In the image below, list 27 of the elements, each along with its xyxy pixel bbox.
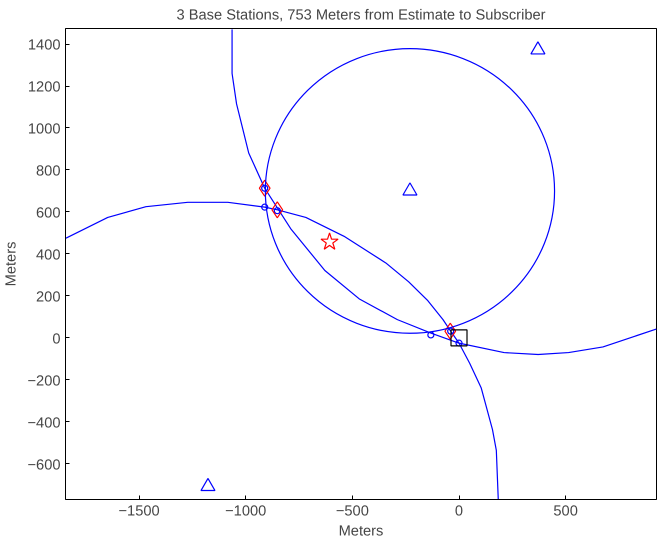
point: [320, 232, 339, 250]
x-tick-label: −1500: [118, 504, 160, 520]
y-tick-label: 200: [36, 289, 61, 306]
y-tick-label: −200: [27, 373, 61, 390]
y-tick-label: 1400: [28, 38, 61, 54]
point: [450, 329, 468, 346]
point: [427, 331, 434, 339]
y-tick-label: 800: [36, 163, 61, 180]
point: [258, 180, 271, 197]
x-tick-label: −500: [336, 504, 369, 520]
y-axis-title: Meters: [3, 242, 20, 286]
y-tick-label: 1000: [28, 121, 61, 138]
point: [261, 204, 268, 211]
y-tick-label: 600: [36, 205, 61, 222]
y-tick-label: −600: [27, 457, 61, 474]
point: [444, 322, 456, 340]
y-tick-label: 1200: [28, 80, 61, 96]
x-axis-title: Meters: [338, 524, 384, 540]
x-tick-label: 500: [553, 504, 578, 520]
y-tick-label: −400: [27, 415, 61, 432]
x-tick-label: −1000: [225, 504, 266, 520]
y-tick-label: 400: [36, 247, 61, 264]
x-tick-label: 0: [454, 504, 464, 520]
point: [271, 201, 284, 218]
chart-title: 3 Base Stations, 753 Meters from Estimate to Subscriber: [176, 8, 546, 24]
point: [455, 340, 463, 347]
y-tick-label: 0: [52, 331, 61, 348]
